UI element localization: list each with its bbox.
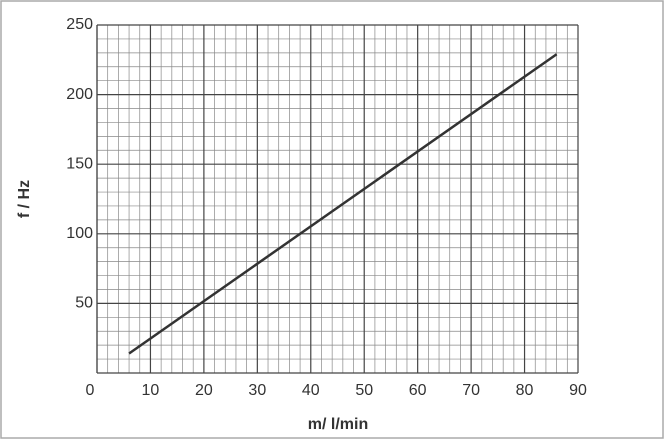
x-tick-label: 50 [355, 382, 373, 399]
y-tick-label: 150 [66, 155, 93, 172]
x-tick-label: 70 [462, 382, 480, 399]
x-tick-label: 80 [516, 382, 534, 399]
x-tick-label: 0 [86, 382, 95, 399]
x-tick-label: 90 [569, 382, 587, 399]
y-tick-label: 200 [66, 86, 93, 103]
x-tick-label: 30 [248, 382, 266, 399]
x-tick-label: 20 [195, 382, 213, 399]
x-tick-label: 60 [409, 382, 427, 399]
y-tick-label: 250 [66, 16, 93, 33]
x-axis-title: m/ l/min [308, 416, 368, 433]
data-line [128, 53, 558, 355]
y-tick-label: 50 [75, 295, 93, 312]
y-tick-label: 100 [66, 225, 93, 242]
x-tick-label: 10 [142, 382, 160, 399]
x-tick-label: 40 [302, 382, 320, 399]
y-axis-title: f / Hz [16, 180, 33, 218]
